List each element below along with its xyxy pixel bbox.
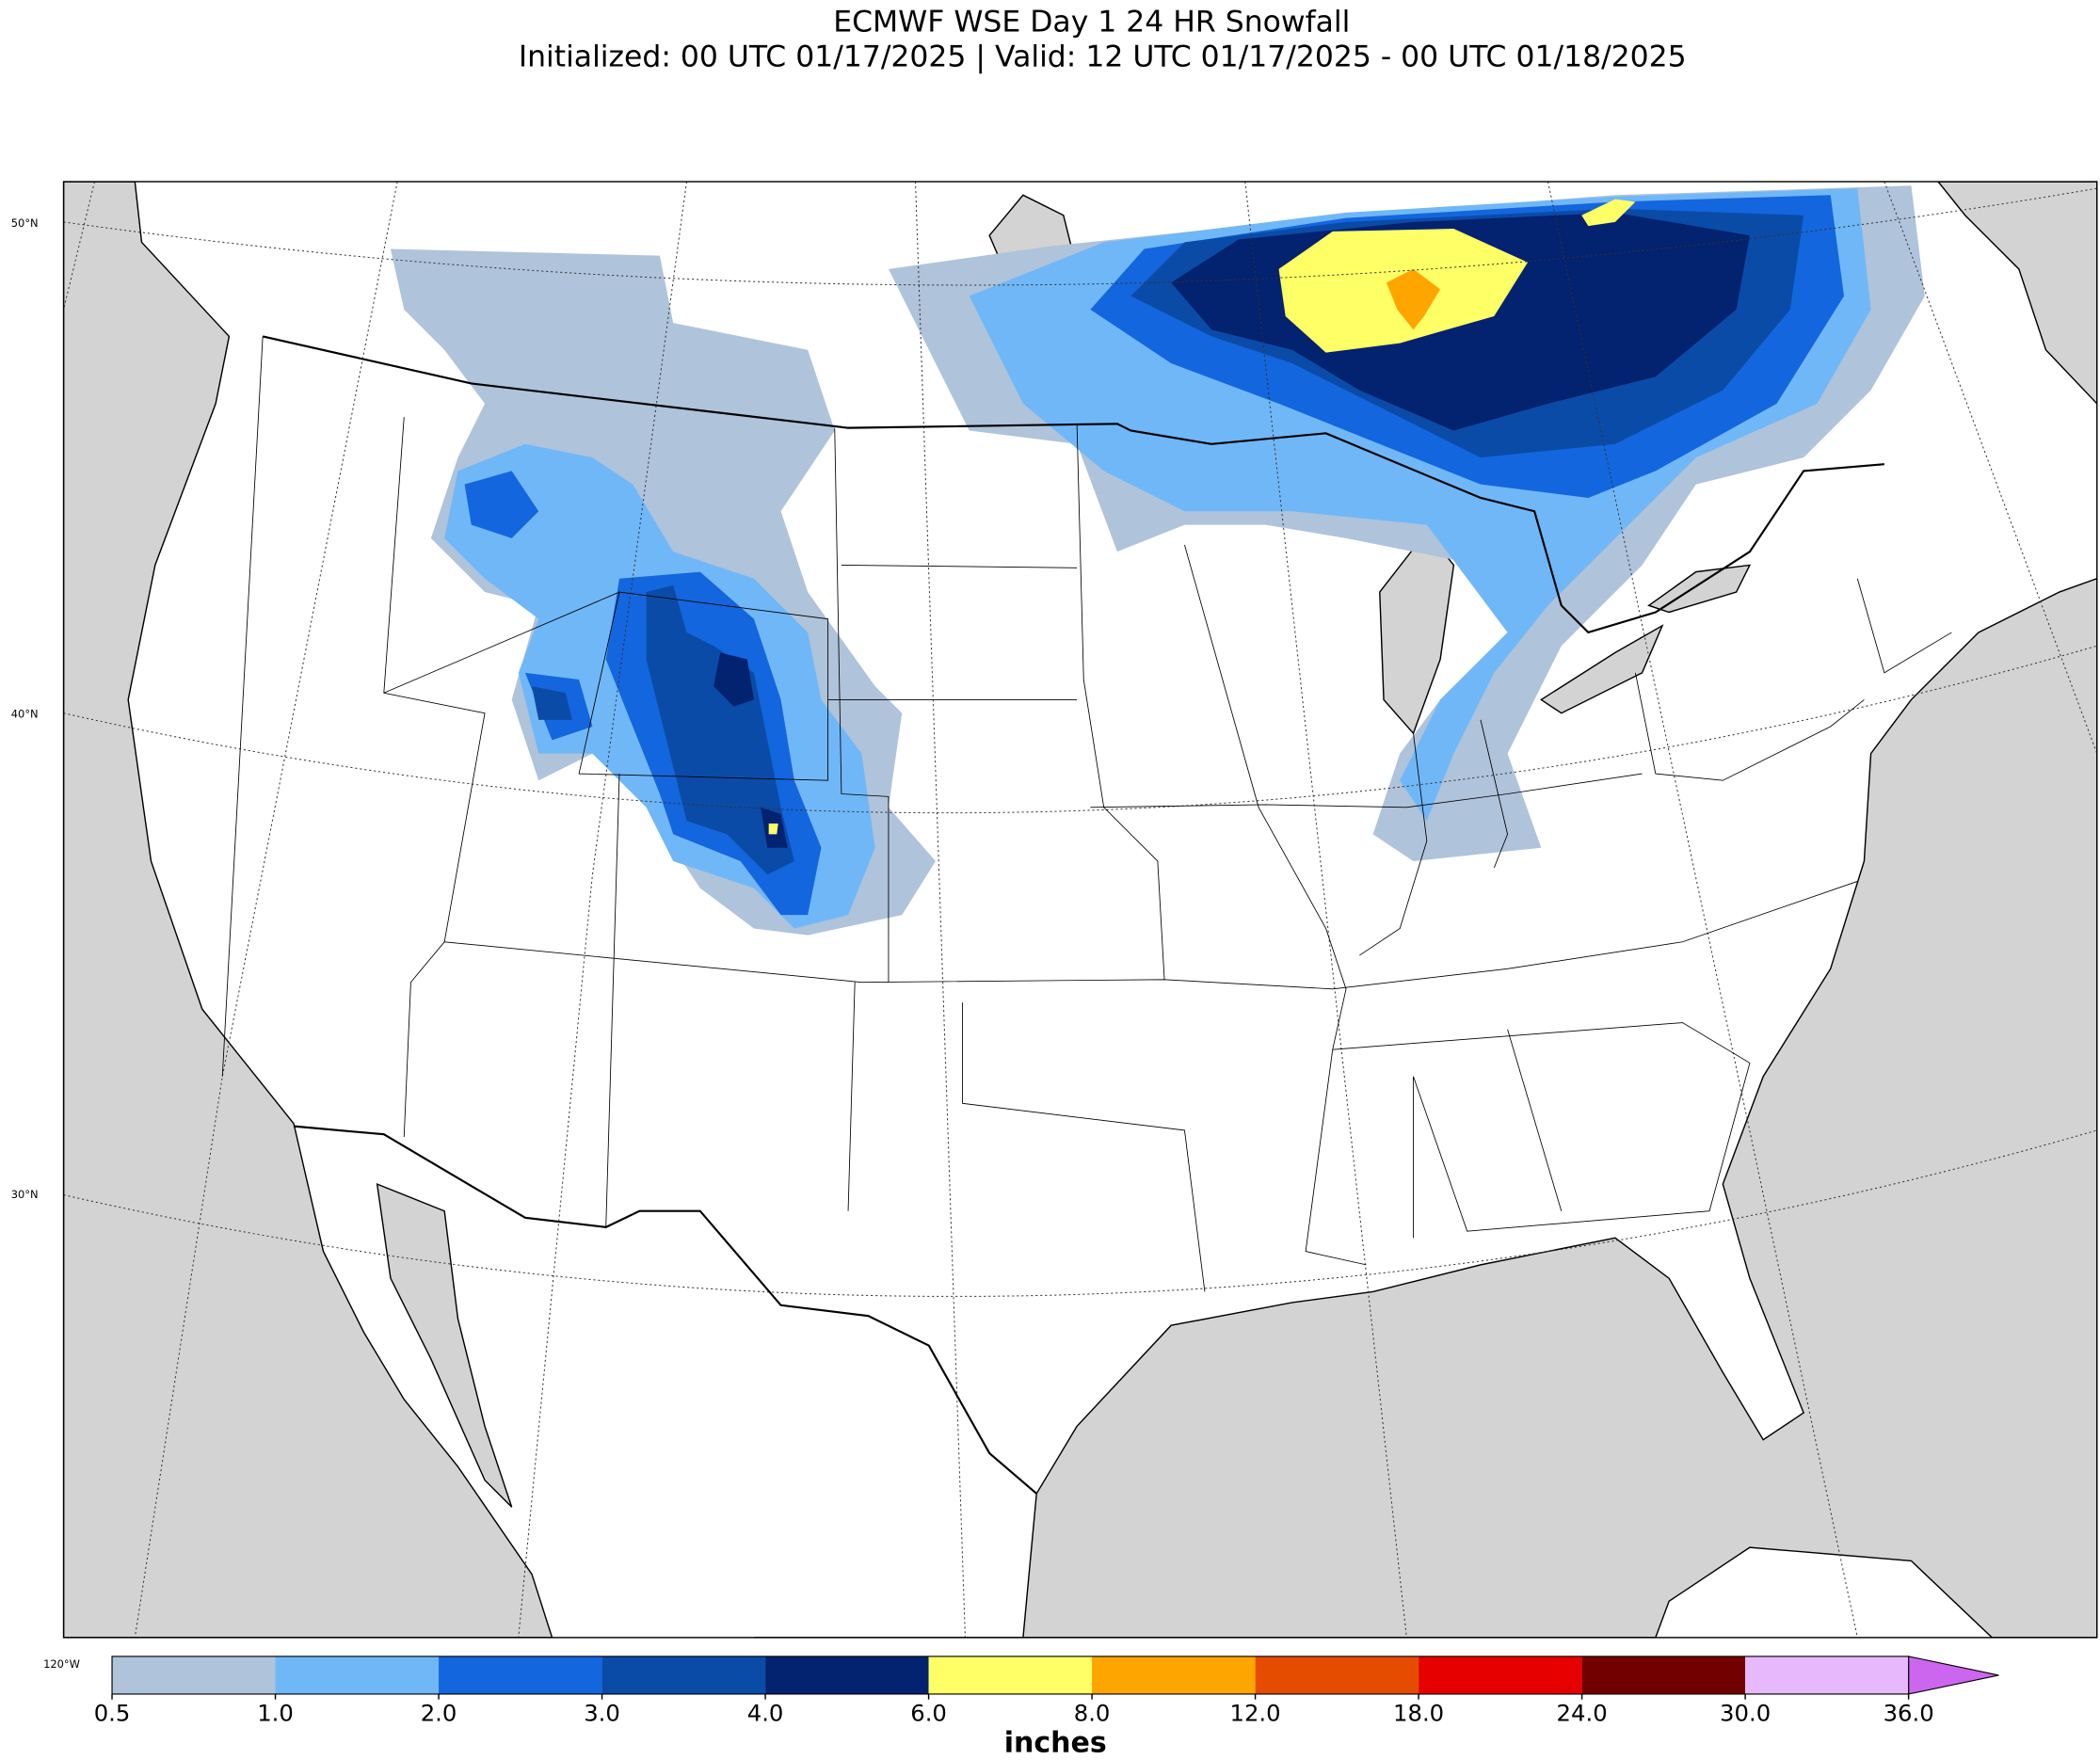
colorbar-box [275,1656,440,1694]
snow-contour [768,823,778,835]
colorbar-frame [111,1656,1910,1695]
map [63,182,2097,1638]
atlantic-north [1937,182,2097,405]
colorbar-box [1255,1656,1419,1694]
lat-labels: 50°N 40°N 30°N 120°W [11,216,80,1671]
colorbar-tick-label: 2.0 [421,1699,457,1726]
colorbar-box [601,1656,766,1694]
snow-contour [1581,199,1636,227]
snow-contour [713,652,788,848]
gulf-atlantic [753,577,2097,1638]
snow-contour [1386,268,1441,330]
colorbar-box [928,1656,1093,1694]
colorbar-box [1092,1656,1256,1694]
colorbar-label: inches [1004,1726,1107,1759]
colorbar-extend [1908,1656,1999,1695]
graticule [63,182,2097,1638]
colorbar-tick-label: 8.0 [1074,1699,1111,1726]
colorbar-box [765,1656,929,1694]
colorbar-box [1745,1656,1909,1694]
colorbar-box [439,1656,602,1694]
lat-label: 30°N [11,1188,39,1201]
colorbar-tick-label: 1.0 [257,1699,294,1726]
colorbar-tick-label: 4.0 [747,1699,784,1726]
colorbar-tick-label: 12.0 [1230,1699,1281,1726]
colorbar-box [1581,1656,1746,1694]
colorbar-tick-label: 36.0 [1884,1699,1934,1726]
colorbar-box [112,1656,276,1694]
title: ECMWF WSE Day 1 24 HR Snowfall [833,5,1350,39]
pacific [63,182,553,1638]
colorbar-tick-label: 0.5 [94,1699,131,1726]
map-frame [62,181,2098,1639]
colorbar-tick-label: 24.0 [1557,1699,1608,1726]
lat-label: 50°N [11,216,39,230]
lake-erie [1540,624,1664,714]
colorbar-box [1419,1656,1582,1694]
colorbar-tick-label: 18.0 [1393,1699,1444,1726]
colorbar-tick-label: 30.0 [1720,1699,1771,1726]
subtitle: Initialized: 00 UTC 01/17/2025 | Valid: … [519,40,1687,73]
lon-label: 120°W [43,1657,80,1671]
gulf-of-california [376,1182,513,1508]
lat-label: 40°N [11,708,39,721]
snowfall [390,185,1925,936]
colorbar-tick-label: 6.0 [910,1699,947,1726]
colorbar-tick-label: 3.0 [584,1699,620,1726]
borders [221,335,1952,1495]
